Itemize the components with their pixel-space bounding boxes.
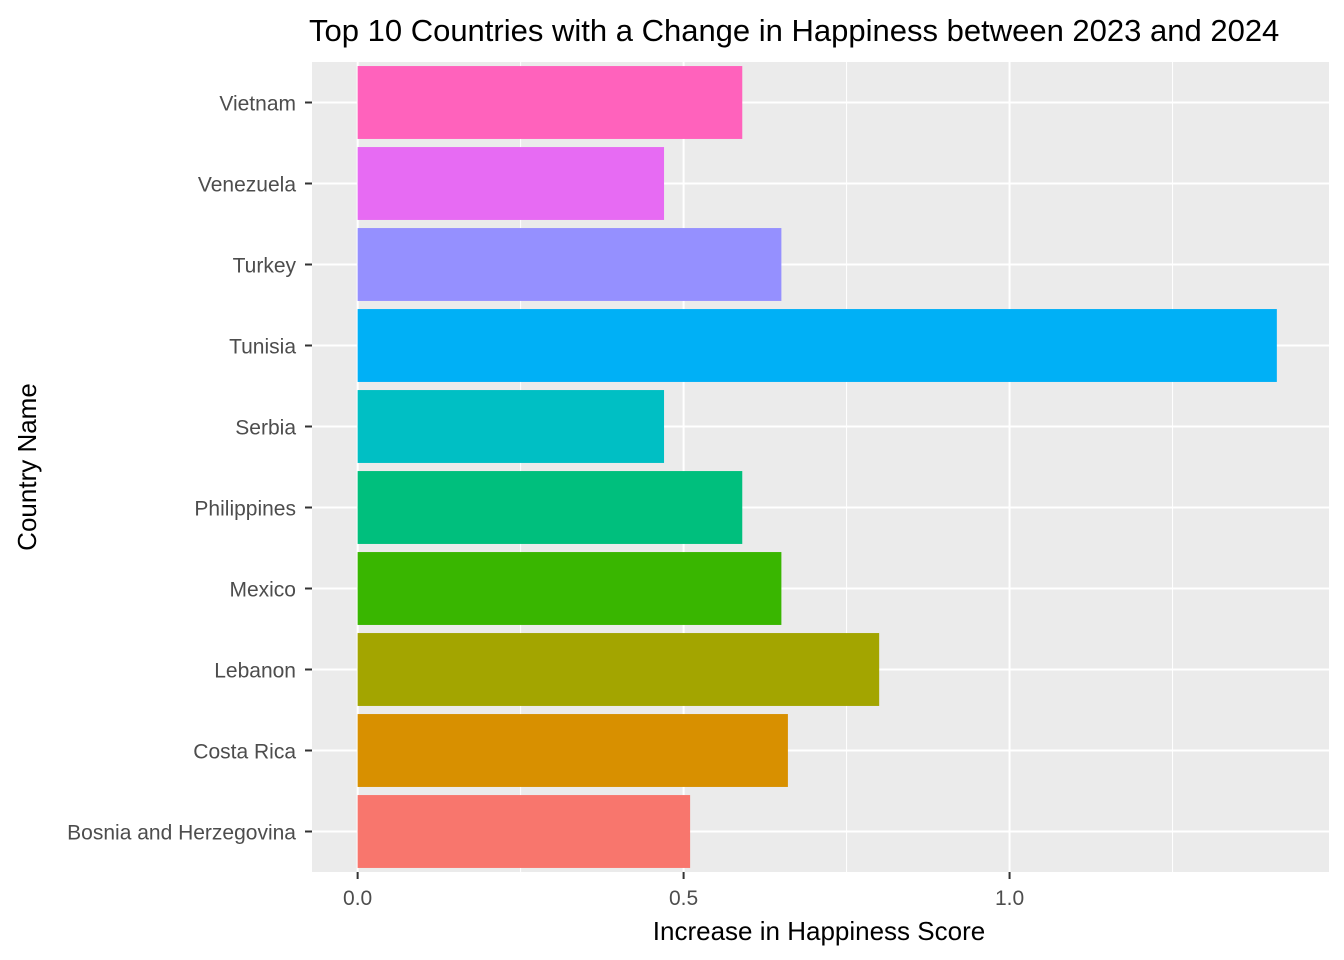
axes: 0.0 0.5 1.0 Bosnia and Herzegovina Costa Ric… [67,93,1024,911]
bar-bosnia-and-herzegovina [357,795,691,868]
y-tick-label: Bosnia and Herzegovina [67,822,296,845]
bar-serbia [357,390,665,463]
bar-lebanon [357,633,880,706]
bar-tunisia [357,309,1277,382]
x-axis-title: Increase in Happiness Score [653,916,985,946]
y-axis-title: Country Name [12,383,42,551]
bars [357,66,1277,868]
x-tick-label: 1.0 [995,887,1024,910]
y-tick-label: Turkey [233,255,297,278]
bar-vietnam [357,66,743,139]
y-tick-label: Mexico [229,579,296,602]
bar-philippines [357,471,743,544]
bar-costa-rica [357,714,788,787]
y-tick-label: Lebanon [214,660,296,683]
y-tick-label: Venezuela [198,174,296,197]
y-tick-label: Tunisia [229,336,296,359]
chart-title: Top 10 Countries with a Change in Happin… [309,13,1279,48]
x-tick-label: 0.0 [343,887,372,910]
bar-venezuela [357,147,665,220]
y-tick-label: Philippines [194,498,296,521]
bar-turkey [357,228,782,301]
y-tick-label: Serbia [235,417,296,440]
x-tick-label: 0.5 [669,887,698,910]
bar-mexico [357,552,782,625]
y-tick-label: Vietnam [219,93,296,116]
y-tick-label: Costa Rica [193,741,296,764]
